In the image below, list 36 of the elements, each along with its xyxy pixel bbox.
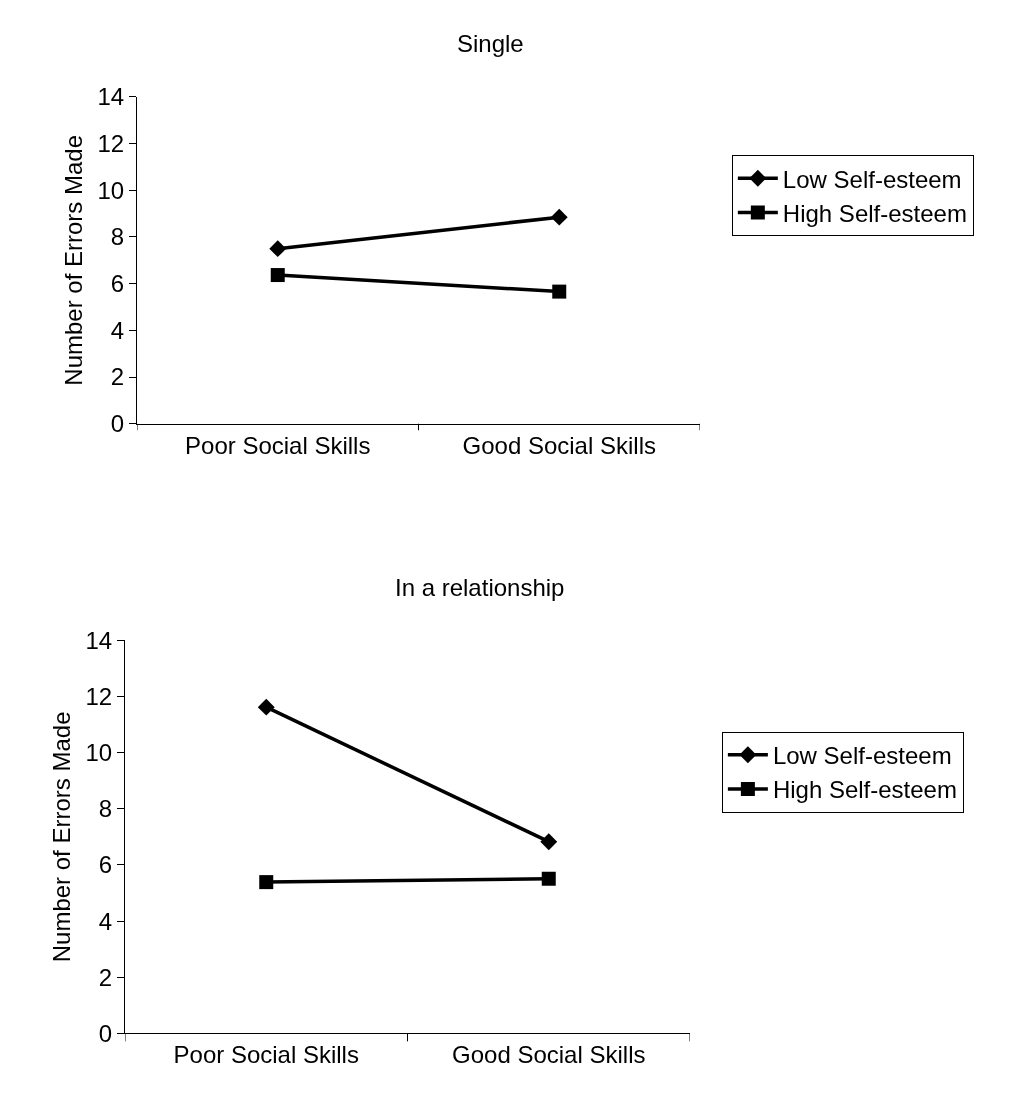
y-tick-label: 10	[97, 176, 125, 204]
y-tick-label: 4	[110, 316, 125, 344]
y-tick-label: 8	[110, 223, 125, 251]
legend-label: High Self-esteem	[782, 199, 967, 227]
y-tick-label: 10	[85, 739, 113, 767]
legend-label: High Self-esteem	[772, 776, 957, 804]
point	[540, 833, 558, 851]
point	[541, 871, 556, 886]
y-tick-label: 0	[98, 1019, 113, 1047]
y-tick-label: 12	[97, 130, 125, 158]
point	[270, 268, 285, 283]
point	[269, 240, 287, 258]
legend-label: Low Self-esteem	[782, 165, 962, 193]
x-tick-label: Poor Social Skills	[173, 1041, 359, 1069]
y-axis-title: Number of Errors Made	[47, 711, 75, 963]
point	[552, 284, 567, 299]
y-axis-title: Number of Errors Made	[59, 134, 87, 386]
y-tick-label: 14	[85, 626, 113, 654]
x-tick-label: Good Social Skills	[462, 431, 656, 459]
chart-title: In a relationship	[395, 574, 565, 601]
y-tick-label: 4	[98, 907, 113, 935]
y-tick-label: 12	[85, 682, 113, 710]
x-tick-label: Poor Social Skills	[185, 431, 371, 459]
point	[259, 875, 274, 890]
y-tick-label: 14	[97, 83, 125, 111]
point	[550, 208, 568, 226]
y-tick-label: 8	[98, 795, 113, 823]
x-tick-label: Good Social Skills	[452, 1041, 646, 1069]
legend-label: Low Self-esteem	[772, 742, 952, 770]
y-tick-label: 6	[110, 270, 125, 298]
y-tick-label: 2	[98, 963, 113, 991]
point	[257, 698, 275, 716]
y-tick-label: 0	[110, 410, 125, 438]
y-tick-label: 2	[110, 363, 125, 391]
y-tick-label: 6	[98, 851, 113, 879]
chart-title: Single	[457, 30, 524, 57]
